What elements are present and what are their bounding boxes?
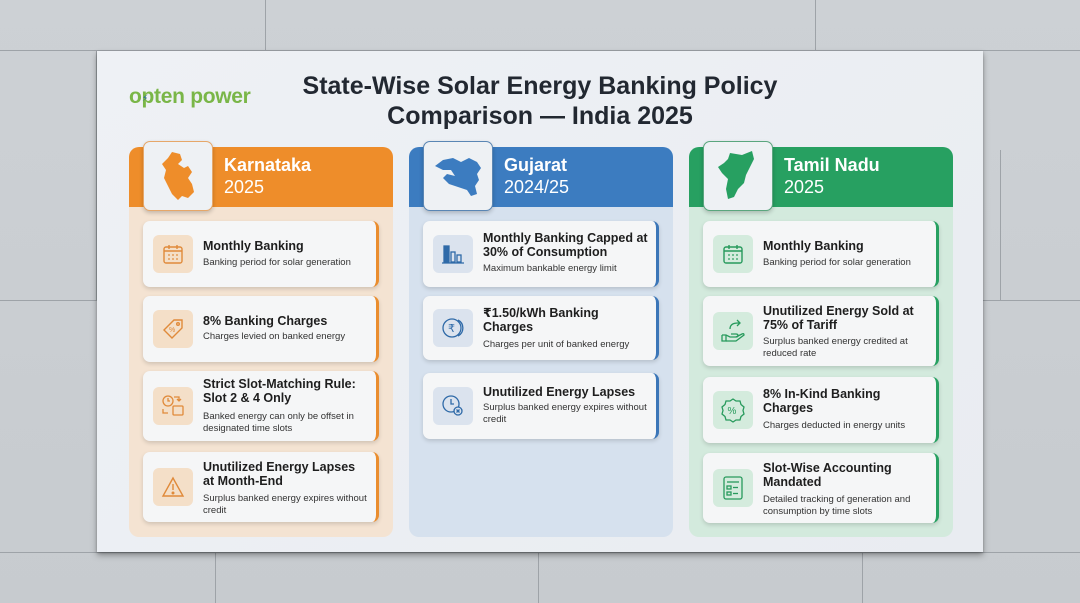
infographic-poster: opten power ⚡ State-Wise Solar Energy Ba… xyxy=(97,51,983,552)
state-name: Karnataka xyxy=(224,155,312,175)
title-line-1: State-Wise Solar Energy Banking Policy xyxy=(302,72,778,100)
calendar-icon xyxy=(153,235,193,273)
tile-line xyxy=(0,50,1080,51)
card-title: Strict Slot-Matching Rule: Slot 2 & 4 On… xyxy=(203,377,356,405)
card-title: Unutilized Energy Lapses xyxy=(483,385,636,399)
policy-card: Strict Slot-Matching Rule: Slot 2 & 4 On… xyxy=(143,371,379,441)
card-title: ₹1.50/kWh Banking Charges xyxy=(483,306,599,334)
state-name: Tamil Nadu xyxy=(784,155,880,175)
card-title: 8% Banking Charges xyxy=(203,314,328,328)
state-column-gujarat: Gujarat 2024/25 Monthly Banking Capped a… xyxy=(409,141,673,537)
card-description: Banking period for solar generation xyxy=(763,257,911,268)
card-description: Surplus banked energy expires without cr… xyxy=(203,493,367,516)
card-title: Unutilized Energy Sold at 75% of Tariff xyxy=(763,304,914,332)
card-description: Surplus banked energy expires without cr… xyxy=(483,402,647,425)
policy-card: % 8% In-Kind Banking Charges Charges ded… xyxy=(703,377,939,443)
tile-line xyxy=(815,0,816,50)
policy-card: Monthly Banking Capped at 30% of Consump… xyxy=(423,221,659,287)
card-title: Unutilized Energy Lapses at Month-End xyxy=(203,460,356,488)
state-header: Gujarat 2024/25 xyxy=(409,141,673,211)
card-title: Monthly Banking xyxy=(203,239,304,253)
card-description: Banking period for solar generation xyxy=(203,257,351,268)
clock-calendar-icon xyxy=(153,387,193,425)
svg-text:₹: ₹ xyxy=(448,322,455,335)
state-name: Gujarat xyxy=(504,155,568,175)
percent-badge-icon: % xyxy=(713,391,753,429)
state-year: 2025 xyxy=(224,177,265,197)
card-title: Monthly Banking xyxy=(763,239,864,253)
policy-card: Unutilized Energy Lapses at Month-End Su… xyxy=(143,452,379,522)
card-title: Slot-Wise Accounting Mandated xyxy=(763,461,892,489)
tile-line xyxy=(215,552,216,603)
gujarat-map-icon xyxy=(423,141,493,211)
title-line-2: Comparison — India 2025 xyxy=(387,102,693,130)
tile-line xyxy=(1000,150,1001,300)
policy-card: Monthly Banking Banking period for solar… xyxy=(143,221,379,287)
card-description: Surplus banked energy credited at reduce… xyxy=(763,336,908,359)
card-description: Charges levied on banked energy xyxy=(203,331,346,342)
tamil-nadu-map-icon xyxy=(703,141,773,211)
state-header: Tamil Nadu 2025 xyxy=(689,141,953,211)
page-title: State-Wise Solar Energy Banking Policy C… xyxy=(247,71,833,131)
state-year: 2025 xyxy=(784,177,825,197)
clock-expire-icon xyxy=(433,387,473,425)
card-title: Monthly Banking Capped at 30% of Consump… xyxy=(483,231,648,259)
accounting-sheet-icon xyxy=(713,469,753,507)
warning-icon xyxy=(153,468,193,506)
tile-line xyxy=(265,0,266,50)
tile-line xyxy=(0,552,1080,553)
bolt-icon: ⚡ xyxy=(142,93,149,103)
brand-logo-text: opten power xyxy=(129,85,251,108)
card-description: Maximum bankable energy limit xyxy=(483,263,617,274)
bar-chart-icon xyxy=(433,235,473,273)
card-description: Banked energy can only be offset in desi… xyxy=(203,411,354,434)
brand-logo: opten power ⚡ xyxy=(129,85,251,109)
state-column-tamil-nadu: Tamil Nadu 2025 Monthly Banking Banking … xyxy=(689,141,953,537)
state-year: 2024/25 xyxy=(504,177,570,197)
policy-card: Monthly Banking Banking period for solar… xyxy=(703,221,939,287)
card-description: Charges per unit of banked energy xyxy=(483,339,630,350)
svg-text:%: % xyxy=(728,406,737,417)
policy-card: Slot-Wise Accounting Mandated Detailed t… xyxy=(703,453,939,523)
percent-tag-icon: % xyxy=(153,310,193,348)
policy-card: ₹ ₹1.50/kWh Banking Charges Charges per … xyxy=(423,296,659,360)
svg-text:%: % xyxy=(169,327,175,334)
card-title: 8% In-Kind Banking Charges xyxy=(763,387,881,415)
policy-card: Unutilized Energy Lapses Surplus banked … xyxy=(423,373,659,439)
tile-line xyxy=(96,50,97,300)
rupee-coin-icon: ₹ xyxy=(433,309,473,347)
policy-card: % 8% Banking Charges Charges levied on b… xyxy=(143,296,379,362)
card-description: Charges deducted in energy units xyxy=(763,420,906,431)
state-column-karnataka: Karnataka 2025 Monthly Banking Banking p… xyxy=(129,141,393,537)
tile-line xyxy=(862,552,863,603)
tile-line xyxy=(538,552,539,603)
state-header: Karnataka 2025 xyxy=(129,141,393,211)
hand-arrow-icon xyxy=(713,312,753,350)
calendar-icon xyxy=(713,235,753,273)
karnataka-map-icon xyxy=(143,141,213,211)
card-description: Detailed tracking of generation and cons… xyxy=(763,494,911,517)
policy-card: Unutilized Energy Sold at 75% of Tariff … xyxy=(703,296,939,366)
